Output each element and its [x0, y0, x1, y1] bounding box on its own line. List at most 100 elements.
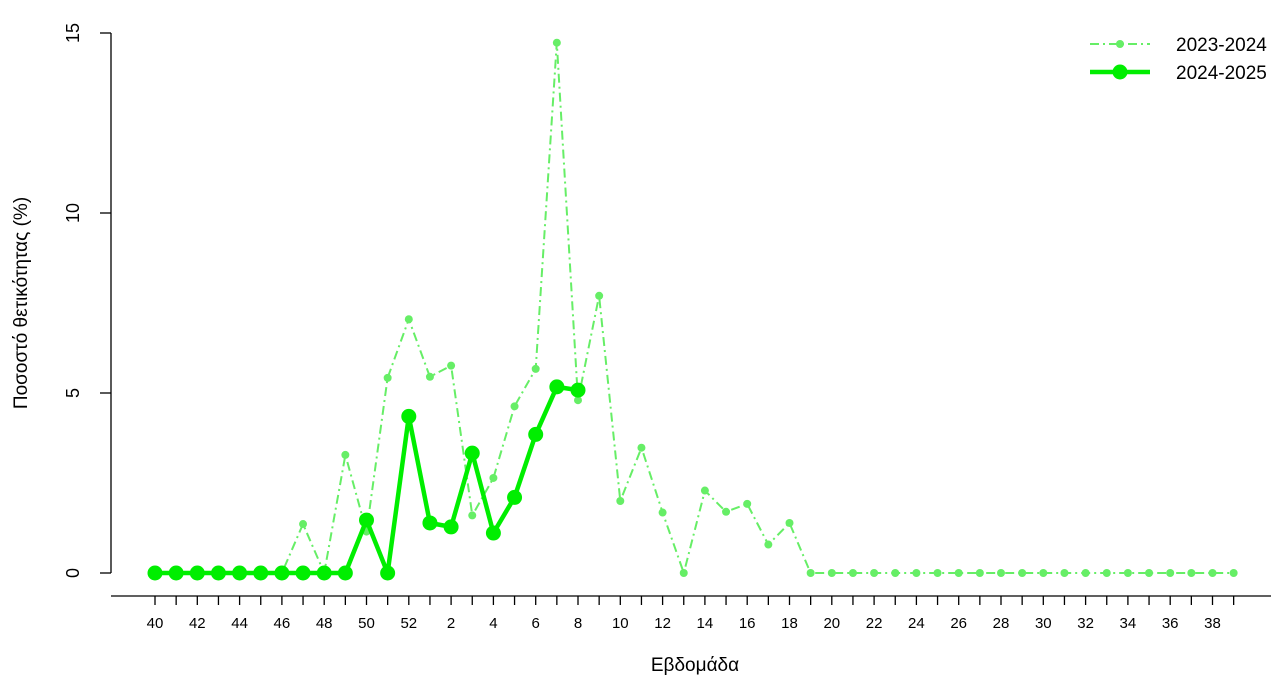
data-point-2024-2025: [189, 565, 205, 581]
data-point-2024-2025: [507, 489, 523, 505]
data-point-2024-2025: [401, 408, 417, 424]
data-point-2023-2024: [341, 450, 350, 459]
x-tick-label: 14: [697, 615, 714, 632]
data-point-2023-2024: [848, 569, 857, 577]
x-tick-label: 36: [1162, 615, 1179, 632]
axes: [110, 33, 1271, 597]
x-tick-label: 28: [993, 615, 1010, 632]
series-line-2023-2024: [155, 42, 1234, 577]
data-point-2024-2025: [528, 426, 544, 442]
data-point-2024-2025: [422, 515, 438, 531]
data-point-2023-2024: [510, 402, 519, 411]
data-point-2024-2025: [380, 565, 396, 581]
data-point-2023-2024: [933, 569, 942, 577]
data-point-2024-2025: [359, 512, 374, 528]
data-point-2024-2025: [549, 379, 565, 395]
legend-label-2024-2025: 2024-2025: [1176, 63, 1267, 84]
data-point-2023-2024: [489, 473, 498, 482]
data-point-2024-2025: [337, 565, 353, 581]
data-point-2024-2025: [253, 565, 269, 581]
series-layer: [147, 38, 1238, 581]
data-point-2023-2024: [785, 518, 794, 527]
data-point-2024-2025: [210, 565, 226, 581]
data-point-2023-2024: [468, 511, 477, 520]
legend-marker-2023-2024: [1116, 40, 1124, 48]
data-point-2023-2024: [743, 499, 752, 508]
data-point-2024-2025: [464, 445, 480, 461]
data-point-2024-2025: [570, 382, 586, 398]
x-tick-label: 30: [1035, 615, 1052, 632]
data-point-2023-2024: [1208, 569, 1217, 577]
data-point-2023-2024: [975, 569, 984, 577]
x-tick-label: 10: [612, 615, 629, 632]
data-point-2023-2024: [891, 569, 900, 577]
data-point-2024-2025: [232, 565, 248, 581]
data-point-2023-2024: [764, 540, 773, 549]
data-point-2023-2024: [1123, 569, 1132, 577]
x-tick-label: 8: [574, 615, 582, 632]
legend-marker-2024-2025: [1112, 64, 1128, 80]
legend: 2023-2024 2024-2025: [1090, 35, 1267, 84]
x-tick-label: 42: [189, 615, 206, 632]
x-tick-label: 50: [358, 615, 375, 632]
data-point-2024-2025: [168, 565, 184, 581]
data-point-2023-2024: [722, 507, 731, 516]
data-point-2023-2024: [912, 569, 921, 577]
data-point-2023-2024: [616, 497, 625, 505]
data-point-2023-2024: [870, 569, 879, 577]
data-point-2023-2024: [954, 569, 963, 577]
x-tick-label: 32: [1077, 615, 1094, 632]
x-tick-label: 22: [866, 615, 883, 632]
data-point-2024-2025: [485, 525, 501, 541]
data-point-2023-2024: [1145, 569, 1154, 577]
data-point-2023-2024: [806, 569, 815, 577]
x-tick-label: 2: [447, 615, 455, 632]
x-tick-label: 18: [781, 615, 798, 632]
x-tick-label: 40: [147, 615, 164, 632]
x-tick-label: 12: [654, 615, 671, 632]
x-tick-label: 20: [823, 615, 840, 632]
y-tick-label: 10: [63, 203, 83, 223]
data-point-2023-2024: [425, 372, 434, 381]
data-point-2023-2024: [1039, 569, 1048, 577]
data-point-2024-2025: [443, 519, 459, 535]
data-point-2023-2024: [595, 291, 604, 300]
x-axis-label: Εβδομάδα: [651, 655, 739, 675]
data-point-2023-2024: [700, 486, 709, 495]
x-tick-label: 34: [1120, 615, 1137, 632]
series-line-2024-2025: [155, 384, 579, 576]
y-tick-label: 5: [63, 388, 83, 398]
x-tick-label: 6: [532, 615, 540, 632]
x-tick-label: 46: [274, 615, 291, 632]
data-point-2023-2024: [383, 373, 392, 382]
x-tick-label: 48: [316, 615, 333, 632]
x-tick-label: 16: [739, 615, 756, 632]
data-point-2023-2024: [658, 508, 667, 517]
data-point-2024-2025: [295, 565, 311, 581]
data-point-2023-2024: [552, 38, 561, 47]
legend-label-2023-2024: 2023-2024: [1176, 35, 1267, 56]
data-point-2023-2024: [1102, 569, 1111, 577]
data-point-2023-2024: [637, 443, 646, 452]
data-point-2024-2025: [147, 565, 163, 581]
data-point-2023-2024: [1166, 569, 1175, 577]
data-point-2024-2025: [316, 565, 332, 581]
x-tick-label: 24: [908, 615, 925, 632]
data-point-2023-2024: [827, 569, 836, 577]
y-axis-label: Ποσοστό θετικότητας (%): [11, 197, 32, 409]
x-tick-label: 38: [1204, 615, 1221, 632]
data-point-2023-2024: [574, 396, 582, 405]
data-point-2023-2024: [1081, 569, 1090, 577]
data-point-2023-2024: [679, 569, 688, 577]
x-tick-label: 44: [231, 615, 248, 632]
x-axis-ticks: 40 42 44 46 48 50 52 2 4 6 8 10 12 14 16 18 20 22 24 26 28 30…: [147, 596, 1235, 632]
data-point-2023-2024: [1018, 569, 1027, 577]
x-tick-label: 26: [950, 615, 967, 632]
y-axis-ticks: 0 5 10 15: [63, 23, 111, 578]
y-tick-label: 0: [63, 568, 83, 578]
data-point-2024-2025: [274, 565, 290, 581]
data-point-2023-2024: [531, 364, 540, 373]
x-tick-label: 4: [489, 615, 497, 632]
y-tick-label: 15: [63, 23, 83, 43]
